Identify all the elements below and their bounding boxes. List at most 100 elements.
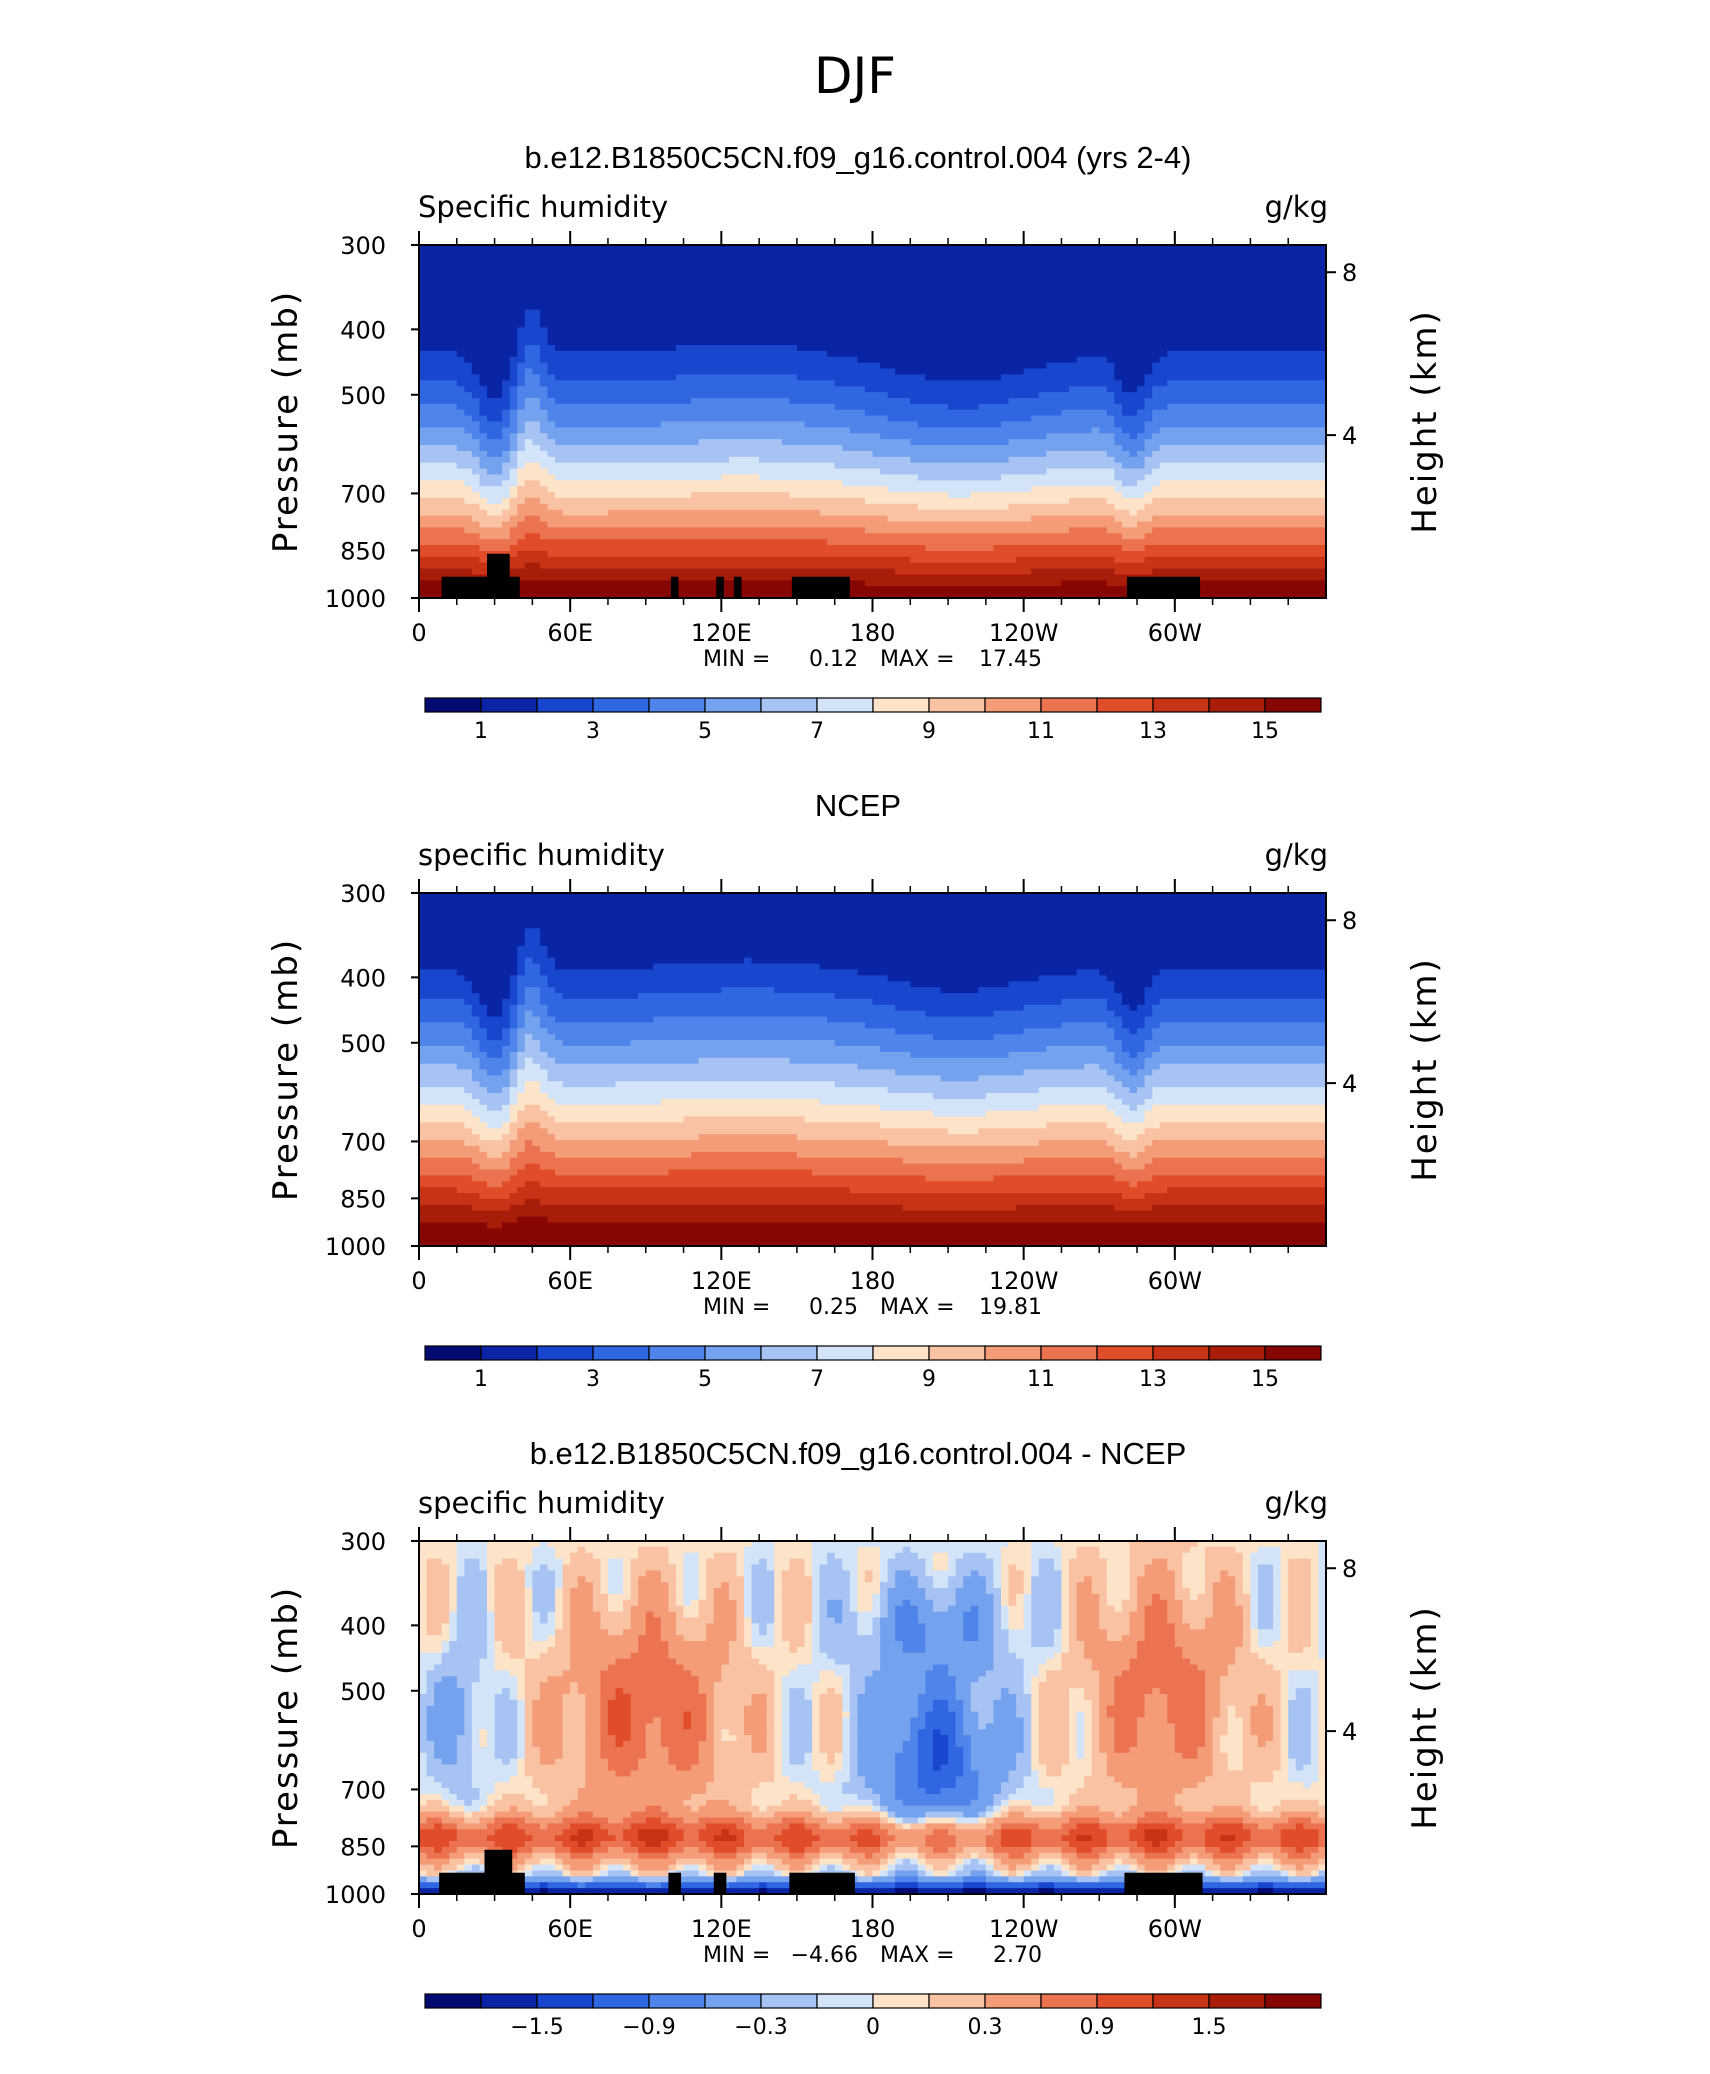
- contour-cell: [1152, 415, 1327, 423]
- contour-cell: [494, 1652, 511, 1660]
- contour-cell: [668, 1552, 685, 1560]
- contour-cell: [456, 969, 518, 976]
- contour-cell: [562, 993, 639, 1000]
- contour-cell: [1144, 1022, 1161, 1029]
- colorbar-box: [480, 697, 538, 713]
- contour-cell: [895, 1758, 919, 1766]
- contour-cell: [570, 1652, 632, 1660]
- colorbar-box: [424, 1993, 482, 2009]
- contour-cell: [812, 1705, 821, 1713]
- contour-cell: [487, 1010, 503, 1018]
- contour-cell: [1076, 1752, 1085, 1760]
- contour-cell: [675, 1593, 685, 1601]
- contour-cell: [517, 462, 526, 470]
- contour-cell: [638, 1870, 670, 1877]
- contour-cell: [517, 392, 549, 399]
- contour-cell: [917, 1576, 934, 1583]
- contour-cell: [1053, 1541, 1131, 1548]
- contour-cell: [857, 1705, 919, 1713]
- contour-cell: [706, 1570, 738, 1577]
- contour-cell: [426, 1558, 443, 1566]
- contour-cell: [1197, 1782, 1252, 1789]
- contour-cell: [713, 1693, 753, 1701]
- contour-cell: [555, 1552, 571, 1560]
- contour-cell: [1121, 1081, 1146, 1088]
- contour-cell: [630, 1770, 715, 1777]
- contour-cell: [623, 1582, 632, 1589]
- contour-cell: [1205, 1617, 1244, 1624]
- contour-cell: [1129, 1558, 1153, 1566]
- contour-cell: [1310, 1611, 1320, 1619]
- contour-cell: [706, 1623, 738, 1630]
- contour-cell: [471, 1782, 496, 1789]
- contour-cell: [1031, 1682, 1040, 1689]
- contour-cell: [683, 1835, 700, 1842]
- contour-cell: [880, 1593, 889, 1601]
- contour-cell: [804, 421, 919, 428]
- contour-cell: [857, 1629, 874, 1636]
- contour-cell: [917, 1705, 934, 1713]
- contour-cell: [419, 1588, 428, 1595]
- contour-cell: [600, 1558, 609, 1566]
- contour-cell: [555, 1641, 571, 1648]
- contour-cell: [419, 1623, 428, 1630]
- contour-cell: [479, 1793, 488, 1801]
- contour-cell: [925, 1682, 957, 1689]
- contour-cell: [675, 1764, 692, 1772]
- contour-cell: [804, 1688, 813, 1695]
- contour-cell: [464, 1564, 481, 1572]
- contour-cell: [1303, 1846, 1320, 1854]
- contour-cell: [1099, 1711, 1108, 1719]
- contour-cell: [1144, 1623, 1176, 1630]
- contour-cell: [570, 1605, 594, 1613]
- contour-cell: [948, 1870, 957, 1877]
- contour-cell: [804, 1641, 813, 1648]
- contour-cell: [456, 1829, 496, 1836]
- contour-cell: [781, 1582, 813, 1589]
- contour-cell: [759, 1805, 768, 1813]
- contour-cell: [449, 1582, 458, 1589]
- contour-cell: [1242, 1723, 1252, 1730]
- contour-cell: [1121, 1858, 1138, 1866]
- contour-cell: [1114, 474, 1146, 481]
- contour-cell: [857, 1611, 881, 1619]
- contour-cell: [517, 1752, 526, 1760]
- contour-cell: [766, 1664, 798, 1672]
- contour-cell: [1076, 1846, 1093, 1854]
- contour-cell: [932, 1605, 949, 1613]
- x-tick-label: 120E: [691, 619, 752, 647]
- contour-cell: [736, 1611, 745, 1619]
- contour-cell: [1288, 1670, 1320, 1677]
- contour-cell: [985, 1093, 1115, 1100]
- contour-cell: [1016, 1693, 1032, 1701]
- contour-cell: [419, 1087, 465, 1094]
- contour-cell: [1137, 1817, 1183, 1824]
- contour-cell: [1318, 1770, 1327, 1777]
- contour-cell: [419, 250, 1327, 258]
- contour-cell: [509, 433, 518, 440]
- contour-cell: [970, 1758, 1017, 1766]
- contour-cell: [479, 1805, 488, 1813]
- contour-cell: [1273, 1735, 1282, 1742]
- contour-cell: [698, 1752, 715, 1760]
- contour-cell: [419, 1093, 473, 1100]
- contour-cell: [985, 1811, 995, 1819]
- contour-cell: [471, 1682, 518, 1689]
- contour-cell: [645, 1805, 662, 1813]
- contour-cell: [532, 1699, 564, 1707]
- contour-cell: [1061, 1564, 1070, 1572]
- colorbar-box: [1208, 1345, 1266, 1361]
- contour-cell: [955, 1588, 987, 1595]
- contour-cell: [1031, 1676, 1047, 1683]
- contour-cell: [555, 1864, 564, 1872]
- contour-cell: [713, 1758, 775, 1766]
- contour-cell: [1280, 1605, 1289, 1613]
- contour-cell: [1318, 1593, 1327, 1601]
- contour-cell: [547, 1793, 579, 1801]
- contour-cell: [698, 1599, 715, 1607]
- contour-cell: [464, 1705, 473, 1713]
- contour-cell: [1310, 1617, 1320, 1624]
- contour-cell: [419, 492, 481, 499]
- contour-cell: [1288, 1646, 1304, 1654]
- contour-cell: [517, 380, 526, 387]
